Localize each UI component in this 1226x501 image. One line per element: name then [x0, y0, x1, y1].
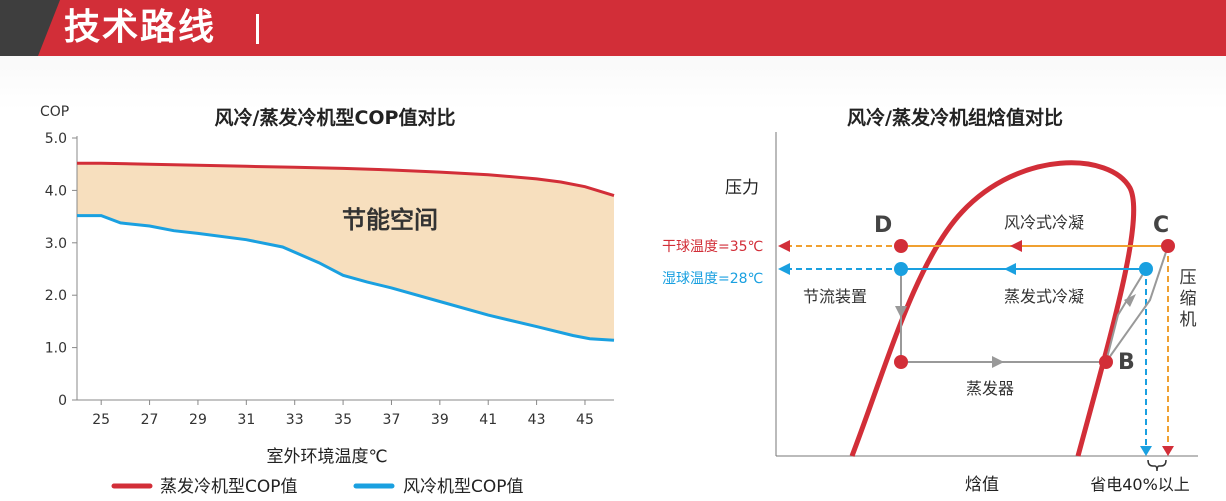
legend-label-air-cooled: 风冷机型COP值 — [403, 477, 524, 497]
cop-y-ticks: 0 1.0 2.0 3.0 4.0 5.0 — [45, 131, 77, 409]
cop-ylabel: COP — [40, 104, 69, 120]
series-line-air-cooled — [77, 214, 615, 342]
series-line-evaporative — [77, 161, 615, 198]
point-b — [1099, 355, 1113, 369]
cop-x-tick-label: 29 — [189, 412, 207, 428]
label-compressor: 压缩机 — [1180, 268, 1197, 330]
title-divider — [256, 14, 259, 44]
throttle-arrow — [895, 306, 907, 318]
cop-chart: COP 风冷/蒸发冷机型COP值对比 0 1.0 2.0 3.0 4.0 5.0 25 27… — [40, 104, 615, 497]
point-c-wet — [1139, 262, 1153, 276]
point-d-dry — [894, 239, 908, 253]
compressor-arrow — [1124, 294, 1136, 307]
air-condensing-arrow — [1010, 240, 1022, 252]
compressor-line-wet — [1105, 268, 1147, 363]
cop-x-tick-label: 43 — [528, 412, 546, 428]
cop-x-tick-label: 45 — [576, 412, 594, 428]
enthalpy-diagram: 风冷/蒸发冷机组焓值对比 压力 焓值 — [662, 106, 1198, 495]
cop-y-tick-label: 3.0 — [45, 236, 67, 252]
legend-label-evaporative: 蒸发冷机型COP值 — [160, 477, 298, 497]
enthalpy-chart-title: 风冷/蒸发冷机组焓值对比 — [847, 106, 1063, 129]
label-saving: 省电40%以上 — [1090, 475, 1190, 494]
energy-saving-area — [77, 163, 614, 341]
dry-bulb-down-arrow — [1162, 446, 1174, 456]
ph-xlabel: 焓值 — [965, 475, 999, 495]
cop-x-tick-label: 41 — [479, 412, 497, 428]
saturation-dome — [849, 160, 1137, 457]
label-air-condensing: 风冷式冷凝 — [1004, 213, 1084, 232]
cop-x-tick-label: 37 — [383, 412, 401, 428]
label-throttle: 节流装置 — [803, 287, 867, 306]
cop-y-tick-label: 2.0 — [45, 288, 67, 304]
dry-bulb-arrow — [778, 240, 790, 252]
cop-y-tick-label: 0 — [58, 393, 67, 409]
cop-xlabel: 室外环境温度℃ — [266, 447, 387, 467]
ph-ylabel: 压力 — [725, 178, 759, 198]
label-dry-bulb: 干球温度=35℃ — [662, 239, 763, 255]
label-b: B — [1118, 350, 1135, 375]
cop-x-ticks: 25 27 29 31 33 35 37 39 41 43 45 — [92, 400, 594, 428]
header-bar — [0, 0, 1226, 56]
compressor-line-dry — [1105, 245, 1169, 363]
page-title: 技术路线 — [64, 7, 217, 48]
point-d-wet — [894, 262, 908, 276]
header-red-band — [38, 0, 1226, 56]
evaporator-arrow — [992, 356, 1004, 368]
cop-chart-title: 风冷/蒸发冷机型COP值对比 — [215, 106, 456, 129]
point-c-dry — [1161, 239, 1175, 253]
label-evap-condensing: 蒸发式冷凝 — [1004, 287, 1084, 306]
saving-brace — [1147, 459, 1167, 472]
label-evaporator: 蒸发器 — [966, 379, 1014, 398]
label-d: D — [874, 213, 892, 238]
wet-bulb-down-arrow — [1140, 446, 1152, 456]
cop-x-tick-label: 31 — [237, 412, 255, 428]
cop-x-tick-label: 27 — [141, 412, 159, 428]
cop-x-tick-label: 35 — [334, 412, 352, 428]
cop-x-tick-label: 25 — [92, 412, 110, 428]
cop-x-tick-label: 33 — [286, 412, 304, 428]
annotation-energy-saving: 节能空间 — [342, 206, 438, 234]
cop-y-tick-label: 5.0 — [45, 131, 67, 147]
cop-y-tick-label: 4.0 — [45, 183, 67, 199]
label-c: C — [1153, 213, 1169, 238]
label-wet-bulb: 湿球温度=28℃ — [662, 271, 763, 287]
wet-bulb-arrow — [778, 263, 790, 275]
cop-y-tick-label: 1.0 — [45, 341, 67, 357]
evap-condensing-arrow — [1004, 263, 1016, 275]
cop-x-tick-label: 39 — [431, 412, 449, 428]
point-a — [894, 355, 908, 369]
